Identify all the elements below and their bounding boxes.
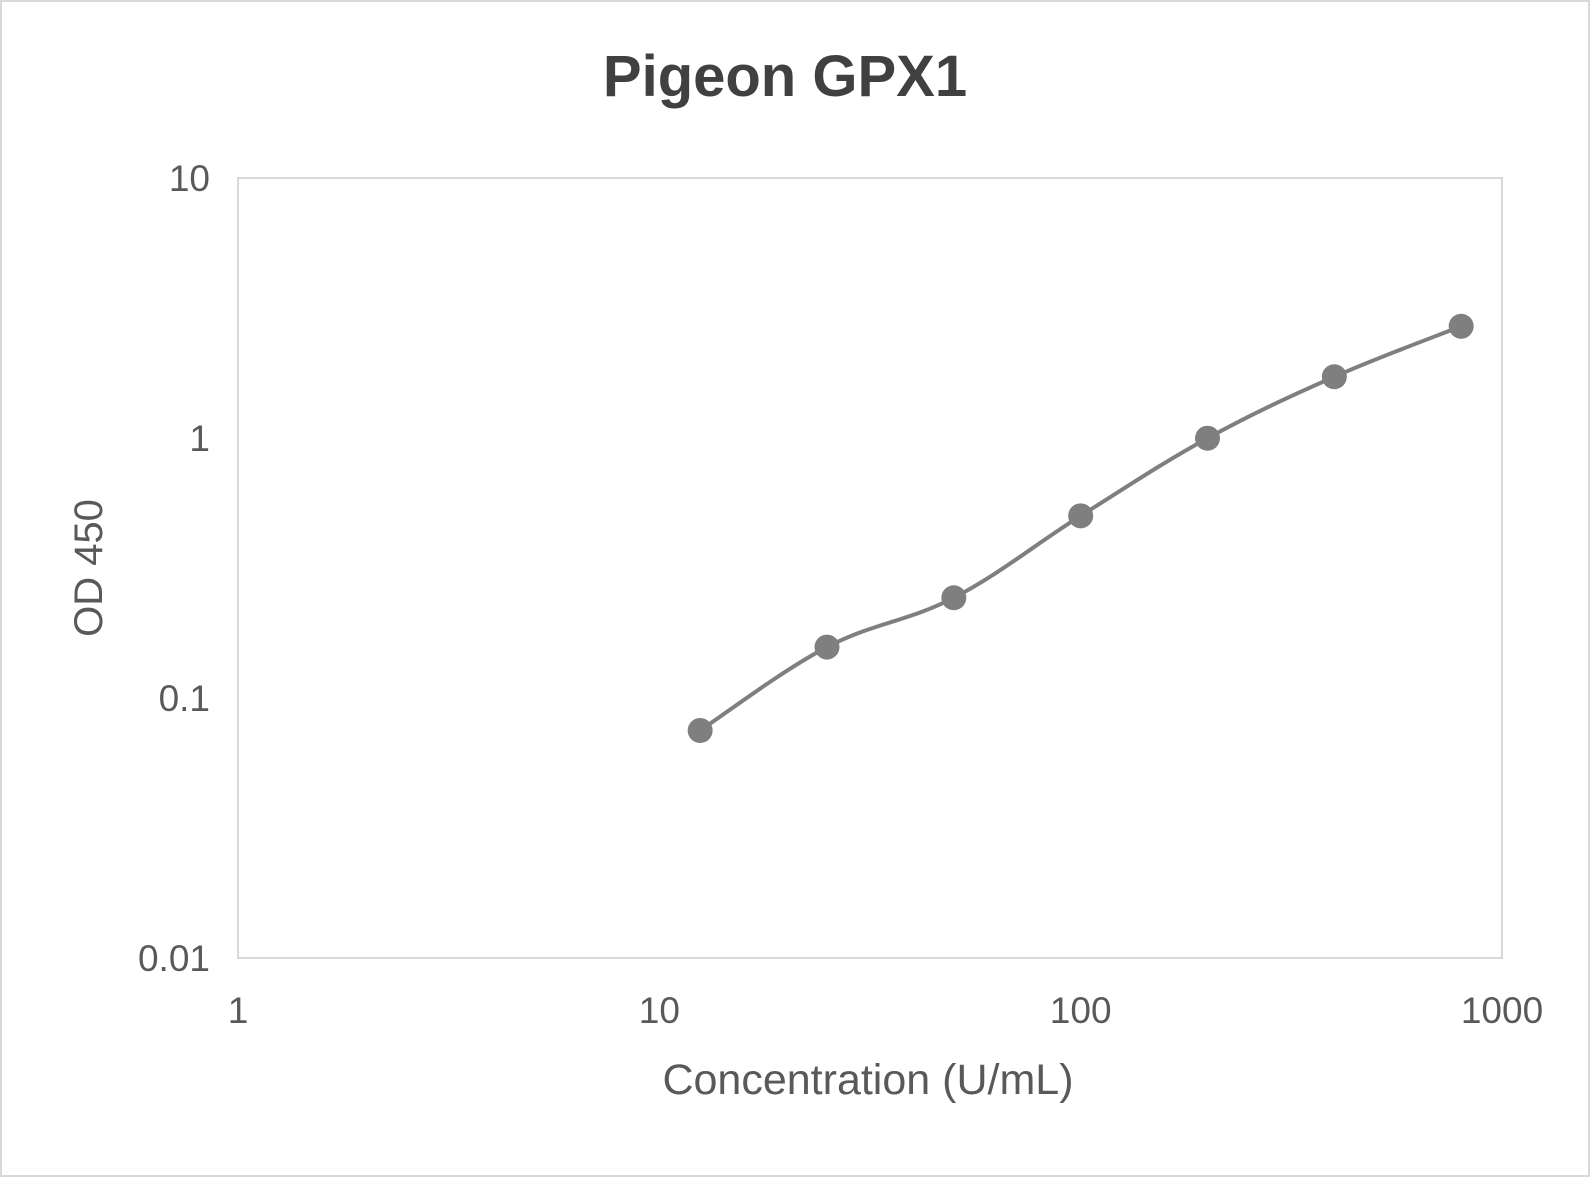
data-point-3 — [1068, 503, 1094, 529]
data-point-5 — [1321, 364, 1347, 390]
data-point-0 — [687, 717, 713, 743]
data-point-6 — [1448, 313, 1474, 339]
y-tick-label-2: 1 — [189, 418, 210, 459]
y-tick-label-3: 10 — [169, 158, 210, 199]
data-point-4 — [1195, 425, 1221, 451]
y-tick-label-0: 0.01 — [138, 938, 210, 979]
plot-area — [237, 177, 1503, 959]
x-tick-label-3: 1000 — [1461, 990, 1543, 1031]
series-line-0 — [699, 324, 1462, 733]
y-tick-label-1: 0.1 — [159, 678, 210, 719]
y-axis-label: OD 450 — [67, 499, 111, 637]
x-tick-label-1: 10 — [639, 990, 680, 1031]
y-tick-labels: 0.01 0.1 1 10 — [138, 158, 210, 979]
x-tick-labels: 1 10 100 1000 — [228, 990, 1543, 1031]
x-tick-label-0: 1 — [228, 990, 249, 1031]
data-point-2 — [941, 585, 967, 611]
chart-title: Pigeon GPX1 — [603, 44, 967, 109]
x-tick-label-2: 100 — [1050, 990, 1112, 1031]
data-point-1 — [814, 634, 840, 660]
data-series — [687, 313, 1474, 743]
x-axis-label: Concentration (U/mL) — [662, 1056, 1073, 1104]
